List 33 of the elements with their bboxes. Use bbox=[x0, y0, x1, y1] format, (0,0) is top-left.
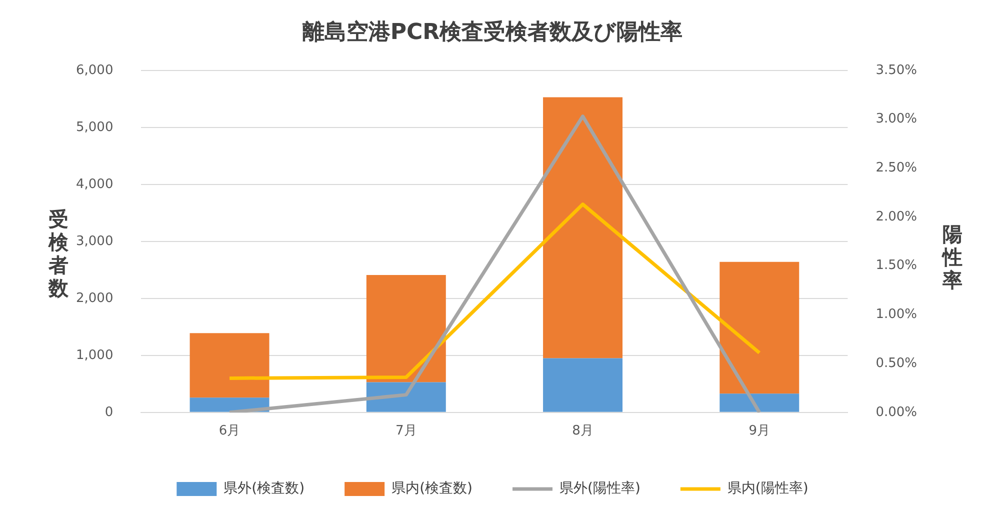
y-tick-label: 6,000 bbox=[76, 62, 114, 78]
y2-tick-label: 1.00% bbox=[876, 307, 918, 322]
bar bbox=[190, 333, 270, 398]
y-tick-label: 0 bbox=[104, 404, 114, 420]
y-tick-label: 3,000 bbox=[76, 234, 114, 249]
bar bbox=[543, 358, 623, 412]
x-tick-label: 7月 bbox=[396, 424, 417, 439]
chart-title: 離島空港PCR検査受検者数及び陽性率 bbox=[301, 18, 683, 45]
y2-tick-label: 2.00% bbox=[876, 209, 918, 224]
y-axis-title: 受検者数 bbox=[48, 207, 69, 300]
x-tick-label: 9月 bbox=[748, 424, 770, 439]
y-tick-label: 1,000 bbox=[76, 348, 114, 363]
legend-label: 県内(検査数) bbox=[392, 480, 473, 497]
y2-tick-label: 0.50% bbox=[876, 356, 918, 371]
bar bbox=[366, 382, 446, 412]
bar bbox=[720, 394, 800, 412]
bar bbox=[366, 275, 446, 382]
x-tick-label: 6月 bbox=[218, 424, 240, 439]
legend-label: 県外(陽性率) bbox=[560, 480, 640, 497]
y2-tick-label: 3.50% bbox=[876, 62, 918, 78]
x-tick-label: 8月 bbox=[572, 424, 594, 439]
y-tick-label: 4,000 bbox=[76, 176, 114, 192]
bar bbox=[720, 262, 800, 394]
legend-label: 県外(検査数) bbox=[224, 480, 305, 497]
bar bbox=[543, 97, 623, 358]
y2-tick-label: 3.00% bbox=[876, 112, 918, 127]
y2-tick-label: 1.50% bbox=[876, 258, 918, 274]
y-tick-label: 2,000 bbox=[76, 290, 114, 306]
y2-tick-label: 0.00% bbox=[876, 404, 918, 420]
y2-tick-label: 2.50% bbox=[876, 160, 918, 176]
legend-label: 県内(陽性率) bbox=[727, 480, 808, 497]
y-tick-label: 5,000 bbox=[76, 120, 114, 135]
y2-axis-title: 陽性率 bbox=[942, 222, 963, 292]
